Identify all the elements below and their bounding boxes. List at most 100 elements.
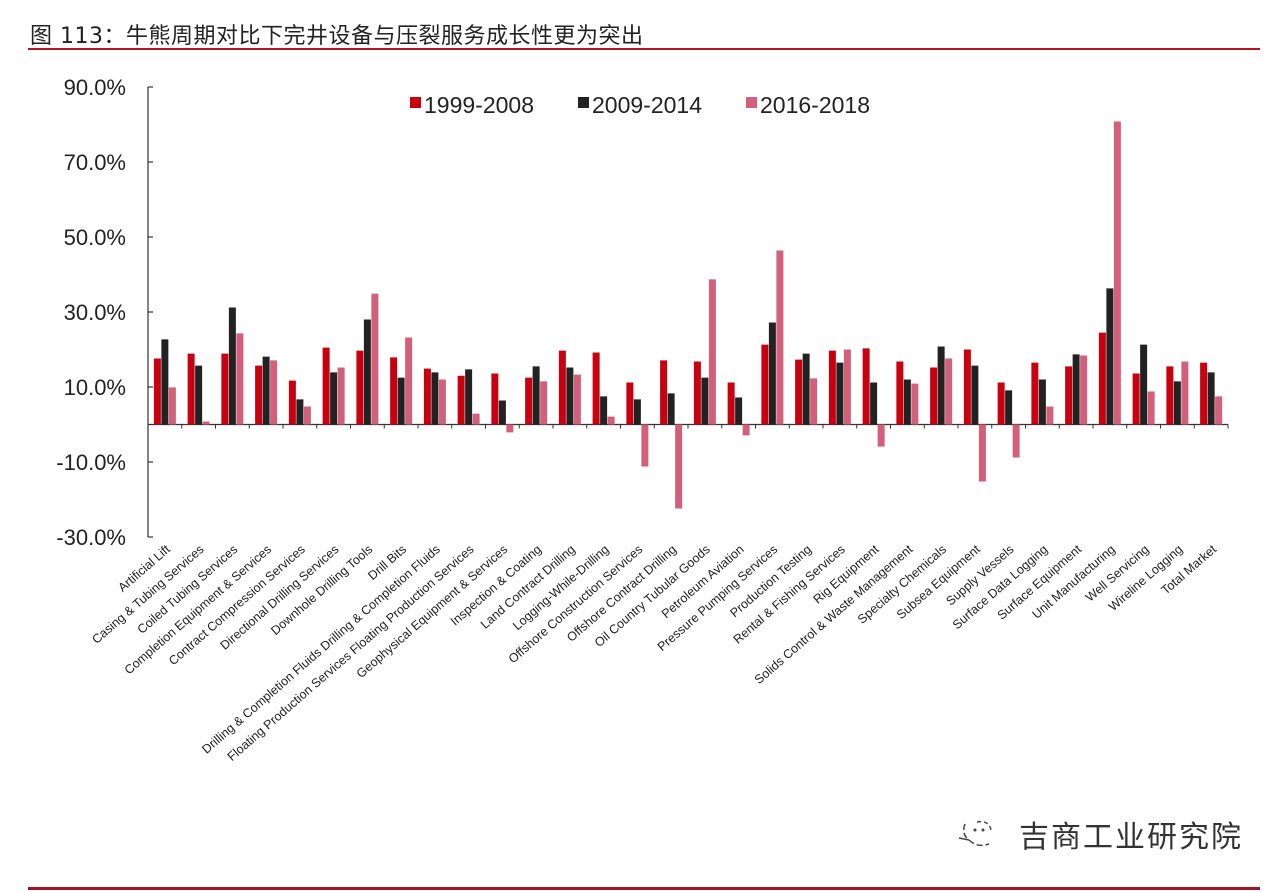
title-divider xyxy=(28,48,1260,50)
bar-2016-2018 xyxy=(438,379,446,425)
wechat-logo-icon xyxy=(958,820,992,847)
bar-2016-2018 xyxy=(405,337,413,425)
bar-1999-2008 xyxy=(491,373,499,425)
y-tick-label: -10.0% xyxy=(56,450,126,475)
bar-2009-2014 xyxy=(566,367,574,425)
y-tick-label: 50.0% xyxy=(64,225,126,250)
bar-2016-2018 xyxy=(742,424,750,436)
bar-2009-2014 xyxy=(1140,344,1148,425)
bar-2009-2014 xyxy=(161,339,169,425)
bottom-divider xyxy=(28,887,1260,890)
bar-2016-2018 xyxy=(1215,396,1223,425)
bar-2016-2018 xyxy=(202,421,210,425)
bar-2016-2018 xyxy=(945,358,953,425)
bar-1999-2008 xyxy=(1098,332,1106,425)
bar-1999-2008 xyxy=(1166,366,1174,425)
bar-1999-2008 xyxy=(221,353,229,425)
bar-1999-2008 xyxy=(828,350,836,425)
bar-1999-2008 xyxy=(153,358,161,425)
bar-2009-2014 xyxy=(667,393,675,425)
legend-label: 2009-2014 xyxy=(592,92,702,118)
bar-2009-2014 xyxy=(1106,288,1114,425)
bar-1999-2008 xyxy=(1065,366,1073,425)
bar-1999-2008 xyxy=(288,380,296,425)
bar-2009-2014 xyxy=(262,356,270,425)
bar-1999-2008 xyxy=(558,350,566,425)
bar-2016-2018 xyxy=(607,416,615,425)
bar-1999-2008 xyxy=(930,367,938,425)
bar-2009-2014 xyxy=(802,353,810,425)
bar-2009-2014 xyxy=(633,399,641,425)
bar-2016-2018 xyxy=(168,387,176,425)
bar-2009-2014 xyxy=(1072,354,1080,425)
bar-2016-2018 xyxy=(371,293,379,425)
bar-2009-2014 xyxy=(397,377,405,425)
bar-2009-2014 xyxy=(363,319,371,425)
bar-1999-2008 xyxy=(896,361,904,425)
bar-2009-2014 xyxy=(1207,372,1215,425)
y-tick-label: 70.0% xyxy=(64,150,126,175)
bar-2009-2014 xyxy=(1173,381,1181,425)
bar-2016-2018 xyxy=(708,279,716,425)
bar-2009-2014 xyxy=(330,372,338,425)
bar-1999-2008 xyxy=(187,353,195,425)
bar-1999-2008 xyxy=(1031,362,1039,425)
bar-2009-2014 xyxy=(768,322,776,425)
bar-2016-2018 xyxy=(1046,406,1054,425)
bar-1999-2008 xyxy=(862,348,870,425)
legend-label: 1999-2008 xyxy=(424,92,534,118)
bar-2009-2014 xyxy=(296,399,304,425)
bar-1999-2008 xyxy=(660,360,668,425)
bar-2009-2014 xyxy=(937,346,945,425)
bar-1999-2008 xyxy=(1132,373,1140,425)
bar-2016-2018 xyxy=(337,367,345,425)
bar-1999-2008 xyxy=(592,352,600,425)
bar-1999-2008 xyxy=(1200,362,1208,425)
bar-2009-2014 xyxy=(836,362,844,425)
bar-2009-2014 xyxy=(870,382,878,425)
legend-swatch xyxy=(578,97,589,108)
y-tick-label: 90.0% xyxy=(64,75,126,100)
bar-2009-2014 xyxy=(532,366,540,425)
bar-2016-2018 xyxy=(236,333,244,425)
bar-2009-2014 xyxy=(600,396,608,425)
legend-swatch xyxy=(410,97,421,108)
bar-2009-2014 xyxy=(971,365,979,425)
bar-2016-2018 xyxy=(303,406,311,425)
bar-1999-2008 xyxy=(423,368,431,425)
bar-2016-2018 xyxy=(1080,355,1088,425)
bar-2016-2018 xyxy=(978,424,986,482)
bar-1999-2008 xyxy=(963,349,971,425)
bar-2009-2014 xyxy=(903,379,911,425)
bar-2009-2014 xyxy=(701,377,709,425)
y-tick-label: 30.0% xyxy=(64,300,126,325)
bar-1999-2008 xyxy=(457,375,465,425)
bar-2016-2018 xyxy=(472,413,480,425)
bar-2009-2014 xyxy=(1038,379,1046,425)
bar-1999-2008 xyxy=(626,382,634,425)
bar-2016-2018 xyxy=(270,360,278,425)
y-tick-label: -30.0% xyxy=(56,525,126,550)
bar-1999-2008 xyxy=(322,347,330,425)
bar-1999-2008 xyxy=(727,382,735,425)
bar-2016-2018 xyxy=(877,424,885,447)
bar-2016-2018 xyxy=(1147,391,1155,425)
bar-1999-2008 xyxy=(693,361,701,425)
legend-swatch xyxy=(746,97,757,108)
bar-2016-2018 xyxy=(641,424,649,467)
bar-2016-2018 xyxy=(540,381,548,425)
bar-2016-2018 xyxy=(1181,361,1189,425)
bar-1999-2008 xyxy=(525,377,533,425)
bar-2009-2014 xyxy=(735,397,743,425)
figure-title: 图 113：牛熊周期对比下完井设备与压裂服务成长性更为突出 xyxy=(30,24,644,49)
bar-2016-2018 xyxy=(573,374,581,425)
bar-2009-2014 xyxy=(498,400,506,425)
bar-2016-2018 xyxy=(810,378,818,425)
bar-1999-2008 xyxy=(761,344,769,425)
bar-2016-2018 xyxy=(1012,424,1020,458)
watermark-text: 吉商工业研究院 xyxy=(1019,820,1243,855)
bar-1999-2008 xyxy=(255,365,263,425)
bar-2009-2014 xyxy=(1005,390,1013,425)
bar-1999-2008 xyxy=(390,357,398,425)
